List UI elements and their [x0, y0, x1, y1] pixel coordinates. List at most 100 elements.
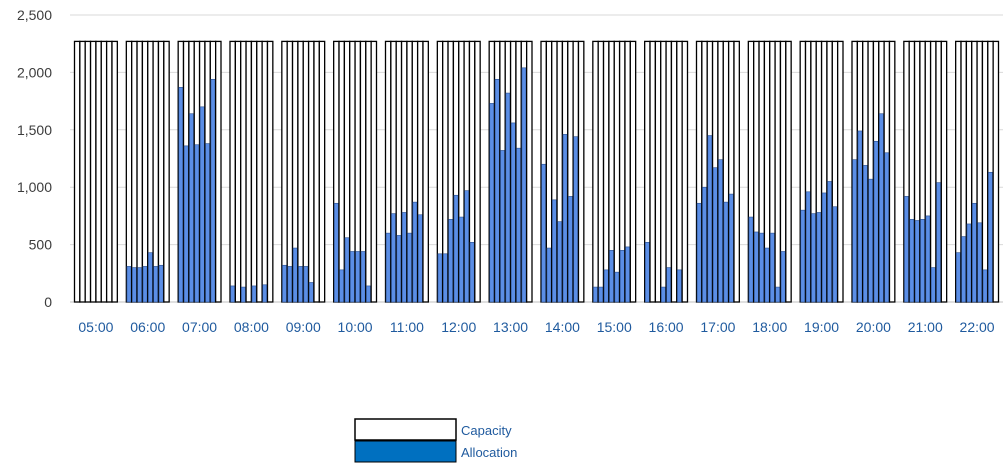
allocation-bar	[827, 181, 832, 303]
allocation-bar	[298, 266, 303, 303]
capacity-bar	[100, 40, 108, 303]
capacity-bar	[577, 40, 585, 303]
allocation-bar	[753, 231, 759, 303]
allocation-bar	[702, 186, 707, 303]
capacity-bar	[95, 40, 102, 303]
capacity-bar	[613, 40, 621, 303]
allocation-bar	[489, 103, 495, 303]
allocation-bar	[821, 192, 827, 303]
allocation-bar	[505, 92, 511, 303]
allocation-bar	[593, 286, 598, 303]
allocation-bar	[391, 213, 396, 303]
capacity-bar	[214, 40, 222, 303]
allocation-bar	[333, 202, 339, 303]
x-axis-ticks: 05:00 06:00 07:00 08:00 09:00 10:00 11:00 12:00…	[78, 319, 994, 335]
capacity-bar	[733, 40, 740, 303]
capacity-bar	[597, 40, 605, 303]
allocation-bar	[494, 78, 500, 303]
allocation-bar	[573, 136, 579, 303]
y-tick-label: 500	[29, 237, 53, 253]
allocation-bar	[183, 145, 189, 303]
x-tick-label: 07:00	[182, 319, 217, 335]
allocation-bar	[961, 236, 967, 303]
allocation-bar	[857, 130, 863, 303]
gridlines	[70, 14, 1003, 303]
allocation-bar	[852, 159, 858, 303]
allocation-bar	[925, 215, 931, 303]
allocation-bar	[131, 267, 137, 303]
capacity-bar	[297, 40, 304, 303]
allocation-bar	[303, 266, 309, 303]
allocation-bar	[453, 194, 459, 303]
allocation-bar	[292, 247, 298, 303]
capacity-bar	[665, 40, 673, 303]
allocation-bar	[625, 246, 631, 303]
allocation-bar	[914, 220, 920, 303]
allocation-bar	[142, 266, 148, 303]
allocation-bar	[401, 212, 407, 303]
allocation-bar	[557, 221, 563, 303]
allocation-bar	[417, 214, 423, 303]
allocation-bar	[448, 219, 454, 303]
x-tick-label: 09:00	[286, 319, 321, 335]
allocation-bar	[210, 78, 216, 303]
capacity-bar	[131, 40, 138, 303]
allocation-bar	[459, 216, 464, 303]
allocation-bar	[764, 247, 770, 303]
x-tick-label: 15:00	[597, 319, 632, 335]
x-tick-label: 13:00	[493, 319, 528, 335]
capacity-bar	[286, 40, 294, 303]
capacity-bar	[649, 40, 657, 303]
allocation-bar	[603, 269, 609, 303]
allocation-bar	[189, 113, 194, 303]
capacity-bar	[141, 40, 149, 303]
y-tick-label: 0	[44, 294, 52, 310]
allocation-bar	[988, 171, 993, 303]
capacity-bar	[681, 40, 689, 303]
allocation-bar	[759, 232, 765, 303]
capacity-bar	[313, 40, 320, 303]
allocation-bar	[972, 202, 977, 303]
capacity-bar	[526, 40, 533, 303]
capacity-bar	[774, 40, 782, 303]
y-axis-ticks: 0 500 1,000 1,500 2,000 2,500	[17, 7, 52, 310]
allocation-bar	[344, 237, 350, 303]
x-tick-label: 17:00	[700, 319, 735, 335]
allocation-bar	[614, 271, 620, 303]
allocation-bar	[904, 196, 909, 303]
x-tick-label: 14:00	[545, 319, 580, 335]
allocation-bar	[728, 193, 734, 303]
capacity-bar	[89, 40, 97, 303]
y-tick-label: 1,000	[17, 179, 52, 195]
allocation-bar	[936, 182, 942, 303]
capacity-bar	[302, 40, 310, 303]
capacity-bar	[307, 40, 315, 303]
allocation-bar	[442, 253, 448, 303]
allocation-bar	[955, 252, 961, 303]
allocation-bar	[552, 199, 557, 303]
allocation-bar	[360, 251, 366, 303]
capacity-bar	[992, 40, 1000, 303]
capacity-bar	[654, 40, 662, 303]
allocation-bar	[308, 282, 314, 303]
capacity-bar	[670, 40, 678, 303]
allocation-bar	[396, 235, 402, 303]
legend: Capacity Allocation	[354, 418, 517, 463]
capacity-bar	[338, 40, 346, 303]
capacity-bar	[785, 40, 792, 303]
capacity-bar	[281, 40, 288, 303]
allocation-bar	[153, 266, 159, 303]
capacity-bar	[79, 40, 86, 303]
allocation-bar	[644, 242, 650, 303]
x-tick-label: 22:00	[960, 319, 995, 335]
allocation-bar	[707, 135, 713, 303]
allocation-bar	[137, 267, 143, 303]
allocation-bar	[282, 264, 287, 303]
allocation-bar	[350, 251, 355, 303]
allocation-bar	[909, 219, 915, 303]
capacity-bar	[261, 40, 269, 303]
allocation-bar	[546, 247, 552, 303]
allocation-bar	[873, 140, 879, 303]
capacity-bar	[365, 40, 372, 303]
